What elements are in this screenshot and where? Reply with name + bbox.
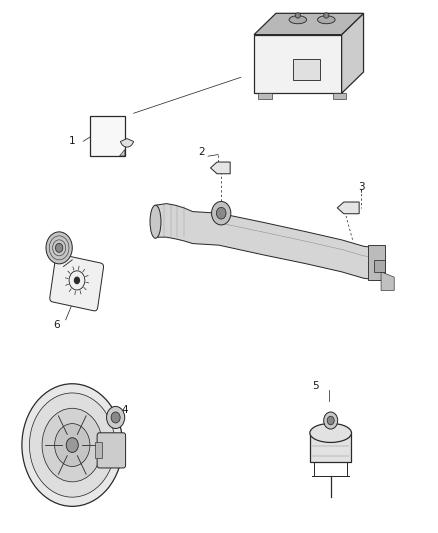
Ellipse shape xyxy=(318,16,335,23)
Bar xyxy=(258,93,272,99)
Polygon shape xyxy=(254,35,342,93)
Polygon shape xyxy=(342,13,364,93)
Polygon shape xyxy=(381,272,394,290)
Circle shape xyxy=(74,277,80,284)
Circle shape xyxy=(324,412,338,429)
Circle shape xyxy=(56,244,63,252)
Polygon shape xyxy=(254,13,364,35)
Text: 6: 6 xyxy=(53,320,60,330)
Bar xyxy=(333,93,346,99)
Polygon shape xyxy=(90,116,125,156)
Circle shape xyxy=(216,207,226,219)
Circle shape xyxy=(106,407,125,429)
Polygon shape xyxy=(368,245,385,280)
Circle shape xyxy=(55,424,90,466)
Text: 5: 5 xyxy=(312,382,319,391)
Ellipse shape xyxy=(295,13,300,18)
Bar xyxy=(310,433,351,463)
Circle shape xyxy=(111,412,120,423)
Circle shape xyxy=(212,201,231,225)
Bar xyxy=(374,260,385,272)
Ellipse shape xyxy=(150,205,161,238)
Ellipse shape xyxy=(324,13,329,18)
Ellipse shape xyxy=(310,423,351,442)
Circle shape xyxy=(66,438,78,453)
Circle shape xyxy=(327,416,334,425)
Polygon shape xyxy=(337,202,359,214)
Circle shape xyxy=(42,408,102,482)
Wedge shape xyxy=(120,139,134,147)
Text: 3: 3 xyxy=(358,182,365,191)
Bar xyxy=(95,442,102,458)
Polygon shape xyxy=(155,204,381,280)
Ellipse shape xyxy=(289,16,307,23)
Text: 4: 4 xyxy=(121,406,128,415)
Circle shape xyxy=(29,393,115,497)
Polygon shape xyxy=(210,162,230,174)
Circle shape xyxy=(22,384,123,506)
Bar xyxy=(293,59,320,80)
Text: 1: 1 xyxy=(69,136,76,146)
Text: 2: 2 xyxy=(198,147,205,157)
FancyBboxPatch shape xyxy=(50,254,103,311)
Circle shape xyxy=(46,232,72,264)
Polygon shape xyxy=(120,149,125,156)
FancyBboxPatch shape xyxy=(97,433,126,468)
